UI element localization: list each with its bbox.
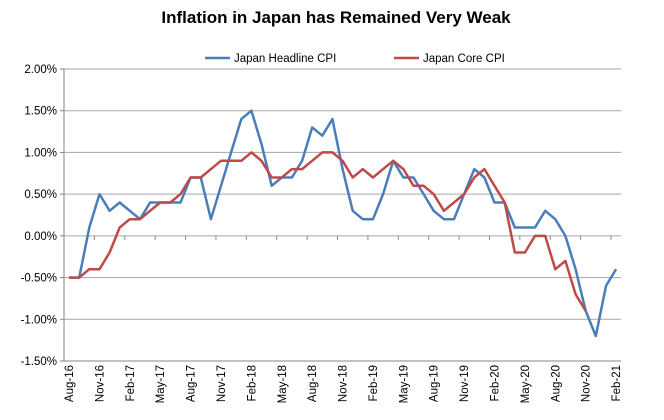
- y-tick-label: 1.50%: [24, 106, 57, 118]
- y-tick-label: -1.50%: [21, 356, 57, 368]
- x-axis: Aug-16 Nov-16 Feb-17 May-17 Aug-17 Nov-17 Feb-…: [63, 235, 623, 403]
- x-tick-label: Aug-17: [186, 365, 198, 402]
- x-tick-label: Feb-19: [368, 365, 380, 401]
- x-tick-label: Nov-18: [338, 365, 350, 402]
- series-line-1: [69, 151, 587, 312]
- y-axis: 2.00% 1.50% 1.00% 0.50% 0.00% -0.50% -1.00% -1.…: [21, 64, 65, 368]
- y-tick-label: 0.00%: [24, 231, 57, 243]
- legend-label-headline: Japan Headline CPI: [234, 53, 336, 65]
- x-tick-label: Nov-20: [581, 365, 593, 402]
- x-tick-label: Feb-18: [246, 365, 258, 401]
- x-tick-label: Nov-19: [459, 365, 471, 402]
- x-tick-label: May-20: [520, 365, 532, 403]
- y-tick-label: 0.50%: [24, 189, 57, 201]
- x-tick-label: Aug-18: [307, 365, 319, 402]
- x-tick-label: May-18: [277, 365, 289, 403]
- series-line-0: [69, 109, 618, 338]
- y-tick-label: -0.50%: [21, 273, 57, 285]
- x-tick-label: Aug-16: [64, 365, 76, 402]
- x-tick-label: Nov-17: [216, 365, 228, 402]
- x-tick-label: May-17: [155, 365, 167, 403]
- x-tick-label: Feb-21: [611, 365, 623, 401]
- y-tick-label: -1.00%: [21, 314, 57, 326]
- x-tick-label: Aug-19: [429, 365, 441, 402]
- legend: Japan Headline CPI Japan Core CPI: [205, 53, 505, 65]
- chart-title: Inflation in Japan has Remained Very Wea…: [161, 8, 511, 27]
- x-tick-label: Nov-16: [94, 365, 106, 402]
- x-tick-label: May-19: [398, 365, 410, 403]
- x-tick-label: Feb-17: [125, 365, 137, 401]
- x-tick-label: Aug-20: [550, 365, 562, 402]
- gridlines: [64, 68, 622, 320]
- series-lines: [69, 109, 618, 338]
- legend-label-core: Japan Core CPI: [423, 53, 505, 65]
- x-tick-label: Feb-20: [490, 365, 502, 401]
- y-tick-label: 2.00%: [24, 64, 57, 76]
- y-tick-label: 1.00%: [24, 147, 57, 159]
